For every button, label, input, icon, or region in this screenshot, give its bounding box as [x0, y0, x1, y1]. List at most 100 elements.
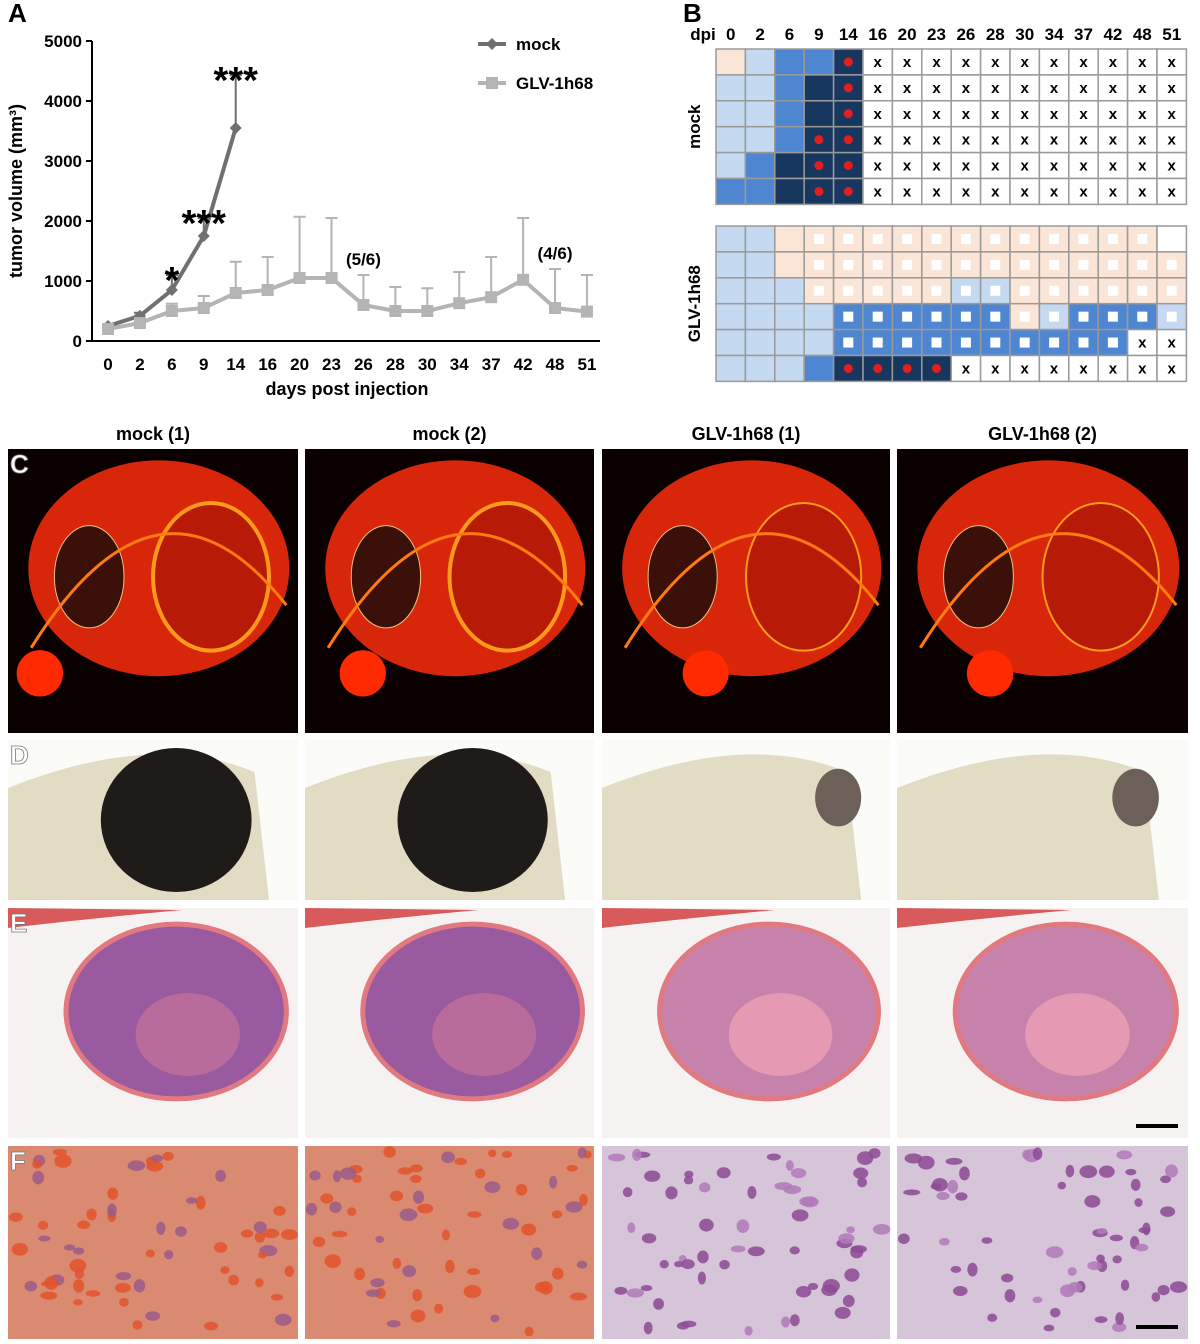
cell-nucleus [1022, 1149, 1031, 1160]
cell-nucleus [274, 1313, 292, 1326]
muscle [305, 908, 479, 928]
cell-nucleus [766, 1153, 781, 1161]
cell-nucleus [576, 1260, 588, 1269]
mri-outline [623, 532, 880, 649]
cell [1156, 177, 1188, 206]
cell [715, 354, 747, 383]
cell-nucleus [1157, 1284, 1170, 1296]
column-label: 51 [1162, 25, 1181, 44]
cell [803, 328, 835, 357]
cell [744, 251, 776, 279]
cell-nucleus [684, 1170, 694, 1179]
square-marker [931, 233, 942, 244]
cell-nucleus [412, 1190, 425, 1204]
cell [979, 125, 1011, 154]
cell-mark: x [874, 183, 883, 200]
mri-region [647, 525, 718, 629]
square-marker [902, 337, 913, 348]
column-title: mock (1) [116, 424, 190, 444]
square-marker [813, 259, 824, 270]
tissue [897, 754, 1159, 900]
dot-marker [843, 109, 853, 119]
tumor [1112, 768, 1159, 827]
cell [950, 74, 982, 102]
square-marker [1019, 311, 1030, 322]
cell-mark: x [1109, 80, 1118, 97]
cell-mark: x [1168, 80, 1177, 97]
square-marker [1137, 311, 1148, 322]
cell-nucleus [309, 1170, 321, 1181]
cell-nucleus [412, 1288, 423, 1302]
cell-nucleus [736, 1219, 750, 1233]
image-panel [602, 1146, 891, 1339]
cell-mark: x [874, 132, 883, 149]
cell-nucleus [441, 1229, 450, 1241]
dot-marker [932, 363, 941, 373]
square-marker [1107, 285, 1118, 296]
tumor [100, 748, 252, 892]
cell-mark: x [1021, 106, 1030, 123]
error-bar [485, 256, 498, 298]
cell-nucleus [842, 1294, 855, 1308]
cell [715, 302, 747, 331]
cell-mark: x [1168, 106, 1177, 123]
cell-nucleus [1169, 1281, 1188, 1293]
cell-mark: x [991, 158, 1000, 175]
cell [715, 277, 747, 305]
cell [1068, 354, 1099, 383]
cell-nucleus [1125, 1168, 1137, 1176]
cell [1126, 125, 1158, 154]
data-point [421, 305, 434, 317]
cell-nucleus [1032, 1147, 1043, 1161]
cell-mark: x [1021, 183, 1030, 200]
square-marker [1137, 233, 1148, 244]
cell-mark: x [1109, 54, 1118, 71]
cell-nucleus [947, 1179, 959, 1194]
cell-nucleus [64, 1244, 76, 1251]
cell-mark: x [1109, 360, 1118, 377]
data-point [389, 305, 402, 317]
cell-nucleus [339, 1167, 357, 1180]
column-label: 30 [1015, 25, 1034, 44]
cell-nucleus [1096, 1254, 1105, 1263]
tumor [397, 748, 548, 892]
cell [891, 177, 923, 206]
cell [744, 177, 776, 206]
cell-nucleus [822, 1279, 840, 1293]
cell-nucleus [467, 1211, 482, 1218]
x-tick-label: 23 [322, 355, 341, 374]
cell [1156, 125, 1188, 154]
cell [862, 100, 894, 128]
cell-nucleus [917, 1155, 935, 1170]
cell-nucleus [1043, 1324, 1055, 1332]
cell [979, 100, 1011, 128]
cell-nucleus [417, 1203, 434, 1214]
cell-nucleus [253, 1221, 267, 1234]
column-label: 0 [726, 25, 735, 44]
cell-nucleus [466, 1268, 480, 1276]
cell-nucleus [521, 1223, 537, 1236]
cell-nucleus [73, 1279, 85, 1293]
cell [774, 125, 805, 154]
cell-nucleus [175, 1226, 187, 1237]
error-bar [549, 268, 562, 308]
error-bar [229, 74, 242, 128]
square-marker [1107, 337, 1118, 348]
cell [803, 277, 835, 305]
cell [1038, 48, 1070, 76]
dot-marker [873, 363, 883, 373]
cell-nucleus [127, 1160, 146, 1171]
x-tick-label: 37 [482, 355, 501, 374]
cell-nucleus [77, 1220, 91, 1230]
cell [744, 151, 776, 180]
cell-nucleus [904, 1153, 923, 1164]
dot-marker [843, 363, 853, 373]
column-title: GLV-1h68 (2) [988, 424, 1097, 444]
mri-marker [966, 650, 1014, 697]
cell-nucleus [73, 1299, 83, 1306]
cell-nucleus [38, 1220, 49, 1230]
cell-nucleus [145, 1249, 155, 1258]
cell-nucleus [515, 1183, 528, 1196]
cell-mark: x [1079, 106, 1088, 123]
x-tick-label: 48 [546, 355, 565, 374]
